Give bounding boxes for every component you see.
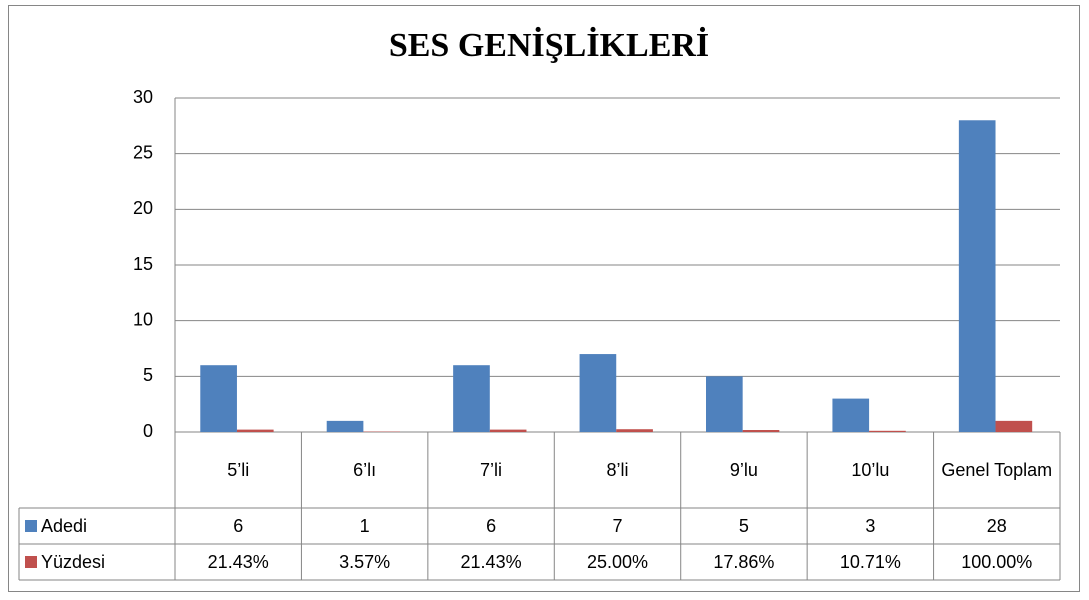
bar xyxy=(326,420,364,432)
y-tick-label: 30 xyxy=(133,87,153,107)
category-label: 9’lu xyxy=(729,460,758,480)
bar xyxy=(958,120,996,433)
category-label-box: 8’li xyxy=(606,460,629,480)
table-value: 21.43% xyxy=(461,552,522,572)
bar xyxy=(616,429,653,432)
y-tick-label: 5 xyxy=(143,365,153,385)
y-tick-label: 10 xyxy=(133,309,153,329)
table-value: 28 xyxy=(987,516,1007,536)
category-label-box: 10’lu xyxy=(851,460,890,480)
category-label-box: 9’lu xyxy=(729,460,758,480)
bar xyxy=(200,365,237,432)
y-tick-label: 0 xyxy=(143,421,153,441)
category-label: 8’li xyxy=(606,460,629,480)
bar xyxy=(742,430,780,432)
category-label-box: 5’li xyxy=(227,460,250,480)
bar xyxy=(706,376,743,432)
table-value: 100.00% xyxy=(961,552,1032,572)
table-value: 10.71% xyxy=(840,552,901,572)
legend-key xyxy=(25,520,37,532)
table-value: 6 xyxy=(233,516,243,536)
chart-title: SES GENİŞLİKLERİ xyxy=(389,26,709,64)
bar xyxy=(579,354,617,432)
table-value: 1 xyxy=(360,516,370,536)
table-value: 3 xyxy=(865,516,875,536)
table-value: 7 xyxy=(612,516,622,536)
legend-key xyxy=(25,556,37,568)
bar xyxy=(489,429,527,432)
y-tick-label: 15 xyxy=(133,254,153,274)
table-value: 5 xyxy=(739,516,749,536)
y-tick-label: 25 xyxy=(133,142,153,162)
category-label: 7’li xyxy=(480,460,503,480)
table-value: 25.00% xyxy=(587,552,648,572)
legend-label: Adedi xyxy=(41,516,87,536)
bar xyxy=(453,365,490,432)
bar xyxy=(869,430,906,432)
table-value: 17.86% xyxy=(713,552,774,572)
category-label-box: 7’li xyxy=(480,460,503,480)
table-value: 21.43% xyxy=(208,552,269,572)
category-label: 10’lu xyxy=(851,460,890,480)
y-tick-label: 20 xyxy=(133,198,153,218)
bar xyxy=(995,420,1033,432)
chart-border xyxy=(8,5,1080,592)
category-label-box: Genel Toplam xyxy=(941,460,1053,480)
category-label: Genel Toplam xyxy=(941,460,1053,480)
category-label-box: 6’lı xyxy=(353,460,377,480)
bar xyxy=(832,398,870,432)
table-value: 3.57% xyxy=(339,552,390,572)
bar xyxy=(236,429,274,432)
category-label: 6’lı xyxy=(353,460,377,480)
table-value: 6 xyxy=(486,516,496,536)
legend-label: Yüzdesi xyxy=(41,552,105,572)
category-label: 5’li xyxy=(227,460,250,480)
